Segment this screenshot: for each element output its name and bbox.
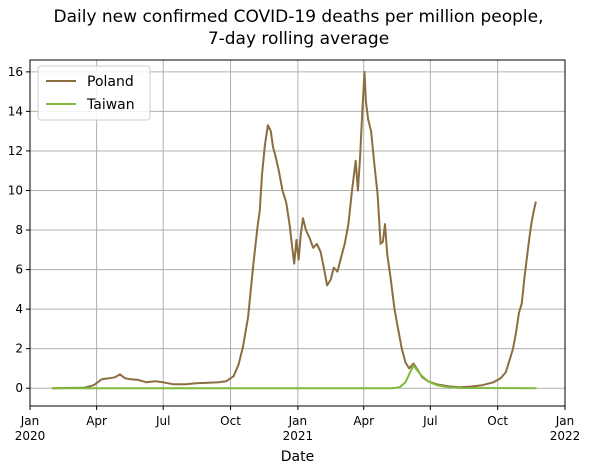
x-tick-label: Apr bbox=[86, 414, 107, 428]
y-tick-label: 16 bbox=[8, 65, 23, 79]
chart-title: Daily new confirmed COVID-19 deaths per … bbox=[0, 6, 597, 50]
y-tick-label: 10 bbox=[8, 183, 23, 197]
x-tick-label: Jan bbox=[288, 414, 308, 428]
series-line-taiwan bbox=[51, 364, 537, 390]
legend-label-taiwan: Taiwan bbox=[86, 97, 135, 113]
series-layer bbox=[51, 70, 537, 390]
x-tick-year-label: 2021 bbox=[283, 429, 314, 443]
x-tick-label: Oct bbox=[220, 414, 241, 428]
x-tick-label: Apr bbox=[353, 414, 374, 428]
chart-title-line2: 7-day rolling average bbox=[207, 29, 390, 49]
x-axis-label: Date bbox=[281, 449, 314, 465]
y-tick-label: 6 bbox=[15, 263, 23, 277]
y-tick-label: 2 bbox=[15, 342, 23, 356]
y-tick-label: 4 bbox=[15, 302, 23, 316]
legend: Poland Taiwan bbox=[37, 65, 151, 121]
y-tick-label: 8 bbox=[15, 223, 23, 237]
legend-label-poland: Poland bbox=[87, 74, 134, 90]
x-tick-label: Jan bbox=[555, 414, 575, 428]
chart-title-line1: Daily new confirmed COVID-19 deaths per … bbox=[53, 7, 544, 27]
y-tick-label: 12 bbox=[8, 144, 23, 158]
x-tick-label: Jul bbox=[155, 414, 170, 428]
x-tick-label: Oct bbox=[487, 414, 508, 428]
y-axis: 0 2 4 6 8 10 12 14 16 bbox=[8, 65, 30, 395]
x-tick-label: Jan bbox=[20, 414, 40, 428]
y-tick-label: 0 bbox=[15, 381, 23, 395]
x-tick-year-label: 2022 bbox=[550, 429, 581, 443]
legend-box bbox=[37, 65, 151, 121]
x-tick-label: Jul bbox=[422, 414, 437, 428]
x-tick-year-label: 2020 bbox=[15, 429, 46, 443]
y-tick-label: 14 bbox=[8, 104, 23, 118]
